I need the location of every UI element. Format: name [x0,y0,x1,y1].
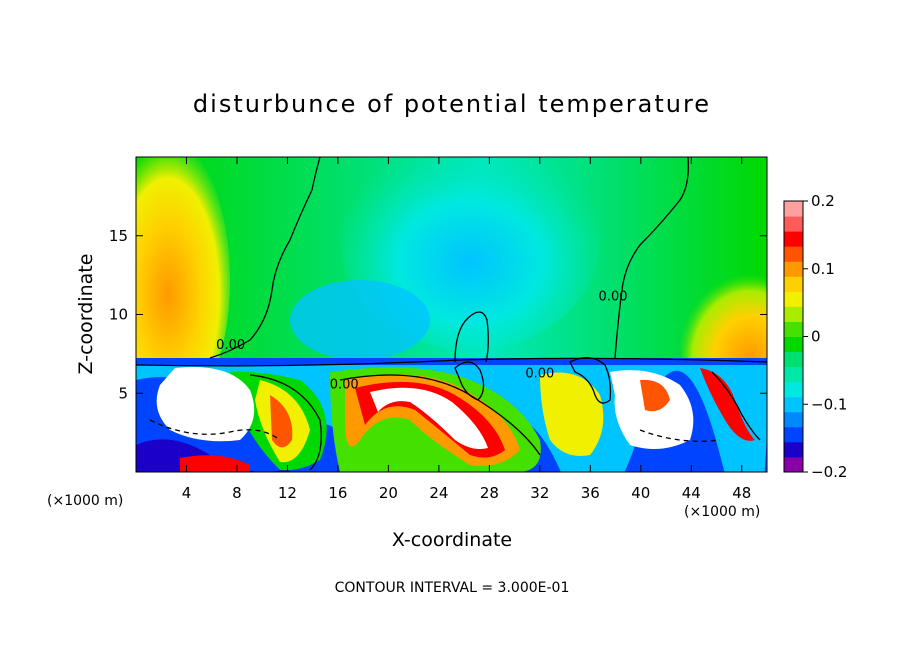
field-lower-white-left [156,366,255,442]
contour-bubble [454,311,489,363]
contour-dashed [149,419,281,441]
contour-swirl-2 [569,357,612,404]
field-lower-red-4 [700,368,755,441]
colorbar [784,201,803,473]
colorbar-swatch [784,321,803,337]
colorbar-tick-label: −0.1 [811,395,847,413]
field-upper-blue-core [290,280,430,360]
x-tick-label: 16 [328,484,347,502]
x-tick-label: 36 [581,484,600,502]
contour-swirl [454,361,485,401]
colorbar-swatch [784,381,803,398]
x-tick-label: 28 [480,484,499,502]
x-tick-label: 4 [182,484,192,502]
contour-interval-note: CONTOUR INTERVAL = 3.000E-01 [335,580,570,596]
y-axis-label: Z-coordinate [75,254,97,375]
colorbar-swatch [784,201,803,217]
x-axis: 4 8 12 16 20 24 28 32 36 40 44 48 [182,157,751,502]
colorbar-swatch [784,276,803,292]
contour-swirl-3 [339,374,541,456]
colorbar-swatch [784,261,803,277]
colorbar-swatch [784,291,803,307]
chart-title: disturbunce of potential temperature [193,90,711,118]
x-unit-left: (×1000 m) [47,493,123,509]
colorbar-ticks: 0.2 0.1 0 −0.1 −0.2 [803,192,847,481]
colorbar-swatch [784,426,803,443]
colorbar-tick-label: −0.2 [811,463,847,481]
colorbar-swatch [784,411,803,428]
colorbar-swatch [784,306,803,322]
x-axis-label: X-coordinate [392,529,512,551]
x-tick-label: 8 [232,484,242,502]
field-lower-white [370,387,488,449]
contour-label: 0.00 [330,378,359,393]
y-tick-label: 15 [109,227,128,245]
contour-swirl-5 [711,371,761,441]
contour-label: 0.00 [525,367,554,382]
contour-zero-right [614,157,689,359]
contour-swirl-4 [249,374,322,471]
plot-area [136,157,767,472]
colorbar-tick-label: 0.2 [811,192,835,210]
y-tick-label: 10 [109,306,128,324]
field-lower-red-5 [180,455,250,472]
x-tick-label: 40 [631,484,650,502]
contour-lower-bound [136,357,767,367]
contour-label: 0.00 [216,338,245,353]
colorbar-swatch [784,216,803,232]
contour-lines [136,157,767,471]
contour-dashed-2 [639,429,721,442]
x-tick-label: 24 [429,484,448,502]
colorbar-swatch [784,351,803,368]
field-layer-stripe [136,358,767,365]
field-lower-yellow-2 [540,372,604,456]
colorbar-swatch [784,456,803,473]
colorbar-swatch [784,396,803,413]
contour-label: 0.00 [599,289,628,304]
colorbar-tick-label: 0.1 [811,260,835,278]
colorbar-swatch [784,246,803,262]
field-lower-red-3 [640,379,670,412]
contour-labels: 0.00 0.00 0.00 0.00 [216,289,627,392]
y-axis: 5 10 15 [109,227,767,402]
y-tick-label: 5 [118,384,128,402]
x-tick-label: 12 [278,484,297,502]
contour-zero-left [209,157,321,359]
x-tick-label: 48 [732,484,751,502]
colorbar-swatch [784,336,803,353]
colorbar-swatch [784,441,803,458]
x-tick-label: 32 [530,484,549,502]
field-lower-red [270,395,293,448]
colorbar-tick-label: 0 [811,328,821,346]
colorbar-swatch [784,231,803,247]
field-lower-darkblue [136,439,290,472]
field-left-warm [136,157,230,420]
x-tick-label: 20 [379,484,398,502]
x-tick-label: 44 [682,484,701,502]
x-unit-right: (×1000 m) [684,504,760,520]
colorbar-swatch [784,366,803,383]
